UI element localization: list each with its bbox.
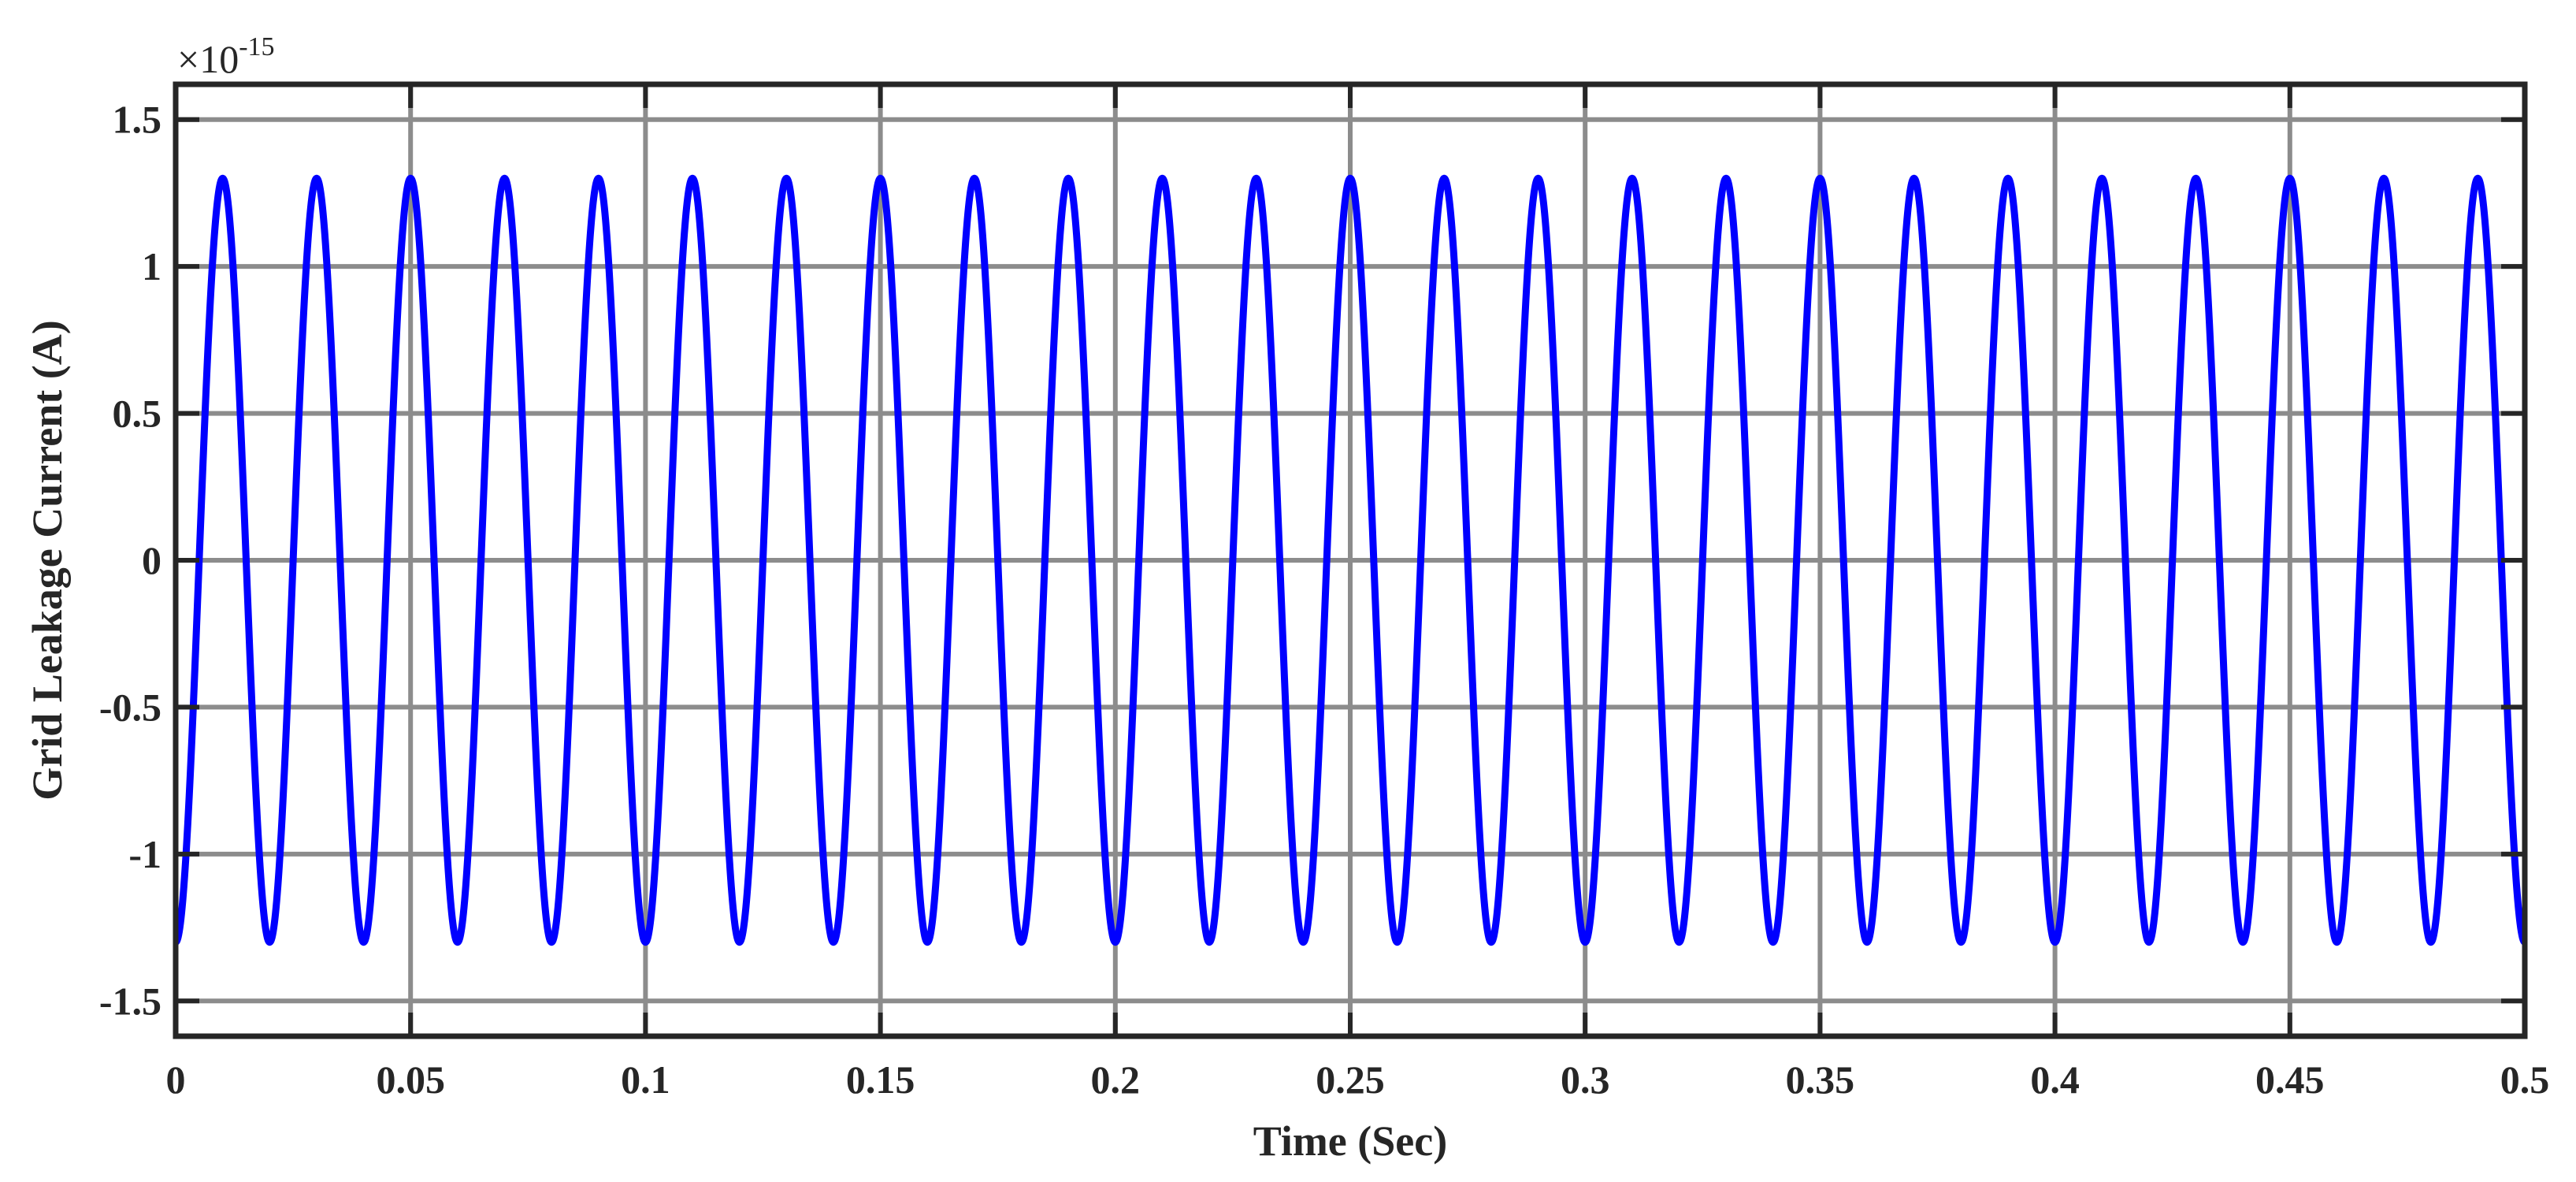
y-tick-label: -1.5	[99, 979, 161, 1023]
y-multiplier: ×10-15	[177, 32, 275, 81]
y-tick-label: 0	[142, 538, 161, 582]
y-tick-label: 1	[142, 244, 161, 288]
x-tick-label: 0.4	[2030, 1057, 2080, 1102]
x-tick-label: 0.35	[1786, 1057, 1855, 1102]
y-axis-title: Grid Leakage Current (A)	[24, 320, 71, 800]
y-tick-marks	[176, 117, 2525, 1004]
x-tick-label: 0.25	[1316, 1057, 1385, 1102]
x-tick-label: 0.3	[1561, 1057, 1610, 1102]
y-tick-label: -0.5	[99, 685, 161, 729]
plot-frame	[173, 81, 2528, 1039]
x-tick-label: 0.2	[1091, 1057, 1141, 1102]
x-tick-label: 0.45	[2255, 1057, 2325, 1102]
y-tick-label: -1	[128, 832, 161, 876]
x-tick-label: 0.05	[376, 1057, 445, 1102]
series-line-grid-leakage-current	[173, 174, 2528, 946]
y-tick-labels: -1.5 -1 -0.5 0 0.5 1 1.5	[99, 98, 161, 1024]
x-axis-title: Time (Sec)	[1253, 1117, 1447, 1165]
y-tick-label: 0.5	[113, 392, 162, 436]
y-multiplier-exponent: -15	[239, 32, 274, 61]
x-tick-label: 0.15	[846, 1057, 915, 1102]
x-tick-label: 0.5	[2500, 1057, 2550, 1102]
y-tick-label: 1.5	[113, 98, 162, 142]
y-multiplier-base: ×10	[177, 37, 239, 81]
x-tick-labels: 0 0.05 0.1 0.15 0.2 0.25 0.3 0.35 0.4 0.45 0.5	[166, 1057, 2550, 1102]
x-tick-label: 0.1	[621, 1057, 670, 1102]
x-tick-label: 0	[166, 1057, 186, 1102]
